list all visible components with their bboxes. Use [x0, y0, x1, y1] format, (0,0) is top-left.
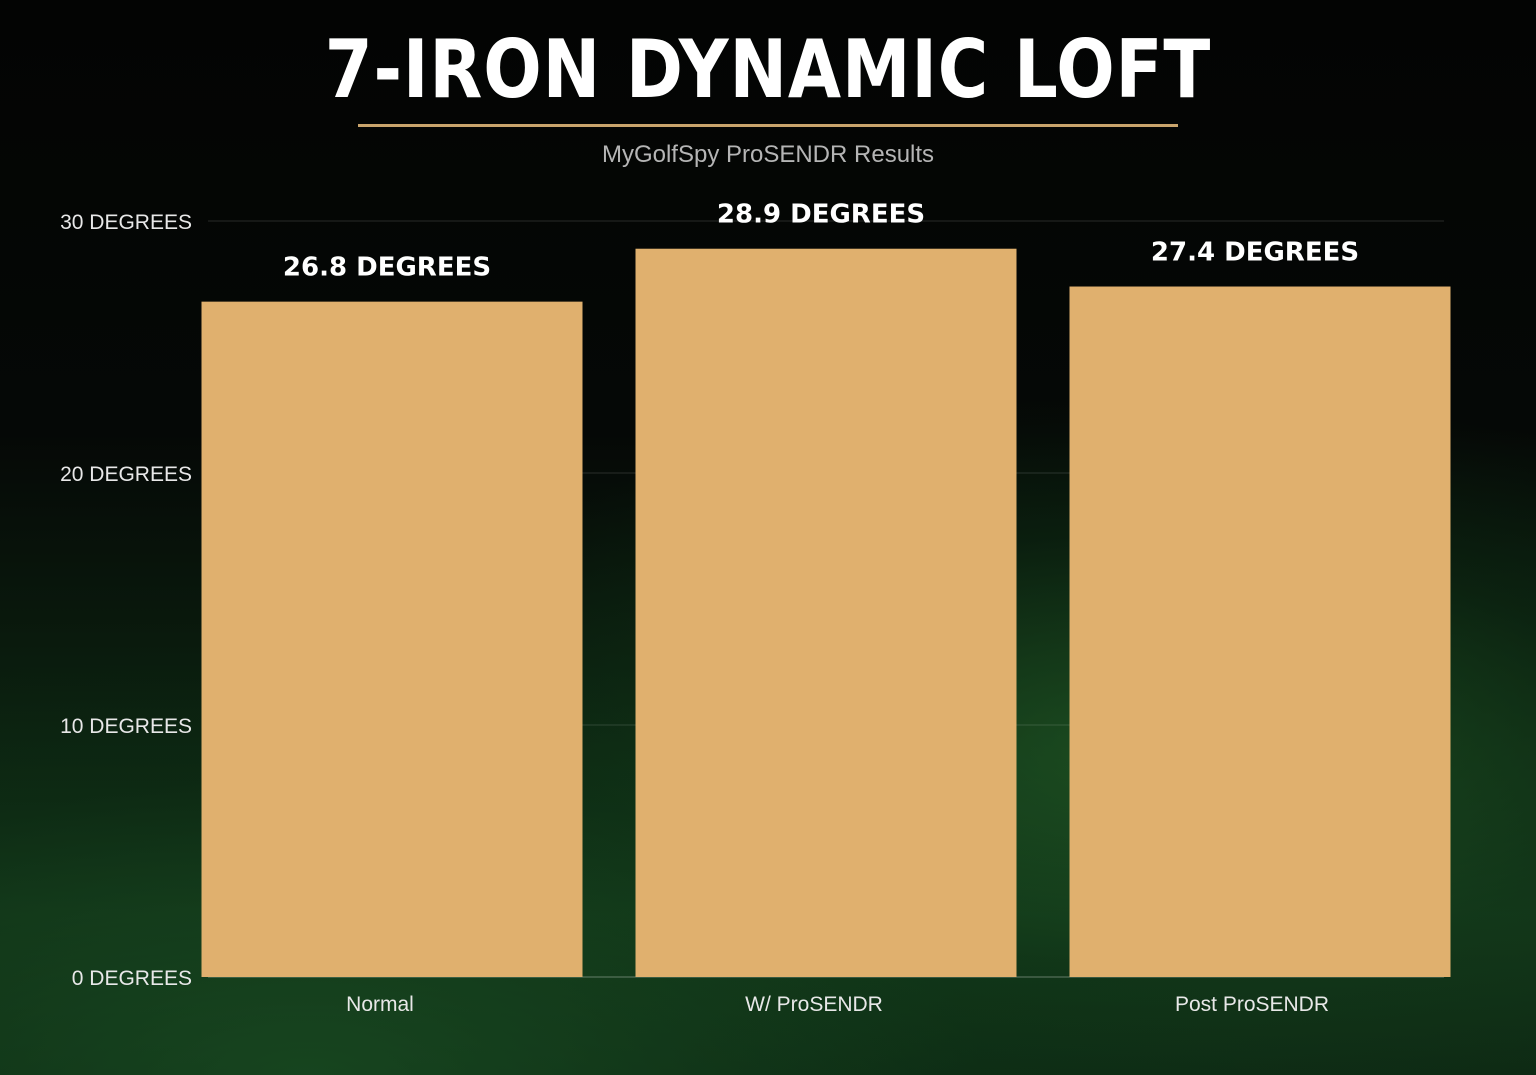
bar-0	[201, 301, 583, 977]
data-label: 27.4 DEGREES	[1151, 238, 1359, 268]
bars	[201, 248, 1451, 978]
title-underline	[358, 124, 1178, 127]
y-tick-label: 30 DEGREES	[60, 211, 192, 234]
data-labels: 26.8 DEGREES 28.9 DEGREES 27.4 DEGREES	[283, 200, 1359, 283]
chart-subtitle: MyGolfSpy ProSENDR Results	[601, 141, 935, 168]
data-label: 26.8 DEGREES	[283, 253, 491, 283]
y-axis-ticks: 0 DEGREES 10 DEGREES 20 DEGREES 30 DEGREES	[60, 211, 192, 990]
category-label: W/ ProSENDR	[745, 993, 883, 1016]
y-tick-label: 10 DEGREES	[60, 715, 192, 738]
category-label: Post ProSENDR	[1175, 993, 1329, 1016]
data-label: 28.9 DEGREES	[717, 200, 925, 230]
y-tick-label: 20 DEGREES	[60, 463, 192, 486]
category-label: Normal	[346, 993, 414, 1016]
bar-1	[635, 248, 1017, 978]
chart-title: 7-IRON DYNAMIC LOFT	[324, 23, 1212, 116]
x-axis-labels: Normal W/ ProSENDR Post ProSENDR	[346, 993, 1329, 1016]
y-tick-label: 0 DEGREES	[72, 967, 192, 990]
bar-2	[1069, 286, 1451, 977]
